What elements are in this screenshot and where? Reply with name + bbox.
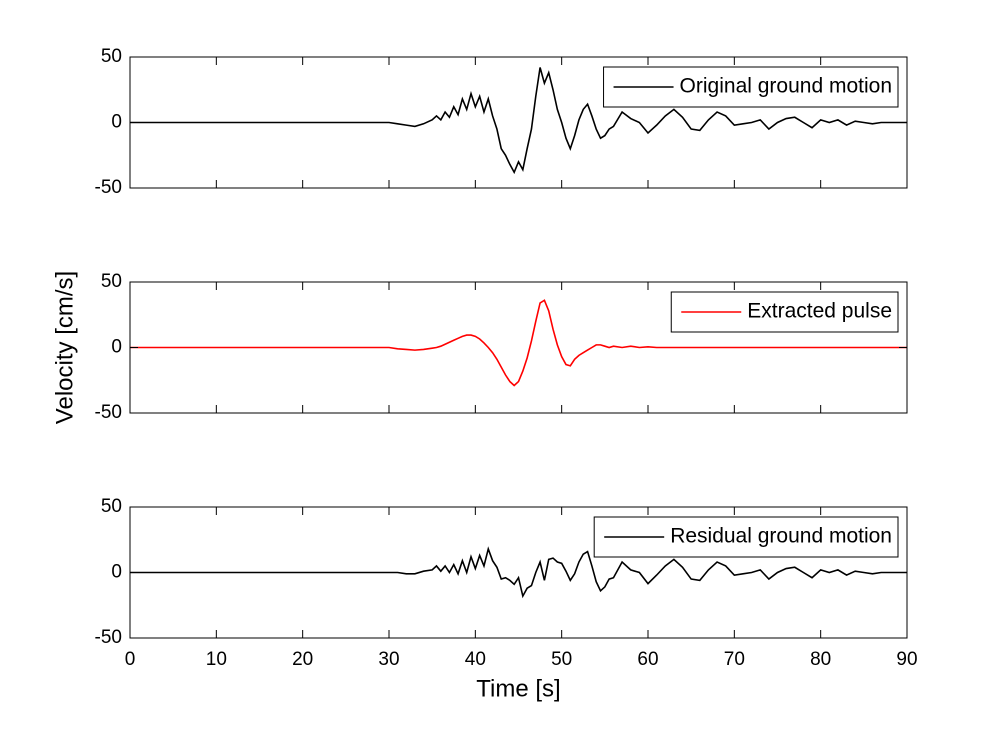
legend: Residual ground motion [593,516,899,558]
data-line [130,299,907,387]
x-tick-label: 10 [206,649,227,670]
legend-label: Original ground motion [680,75,892,98]
x-tick-label: 70 [724,649,745,670]
x-tick-label: 0 [125,649,136,670]
x-tick-label: 40 [465,649,486,670]
data-line [130,546,907,599]
y-tick-label: 50 [101,496,122,517]
x-tick-label: 90 [896,649,917,670]
y-tick-label: -50 [95,402,122,423]
y-tick-label: 0 [111,337,122,358]
y-axis-label: Velocity [cm/s] [51,271,78,424]
axes-frame [129,281,908,414]
y-tick-label: 0 [111,562,122,583]
y-tick-label: 50 [101,271,122,292]
x-tick-label: 30 [378,649,399,670]
legend-label: Extracted pulse [747,300,892,323]
legend: Extracted pulse [670,291,899,333]
x-axis-label: Time [s] [476,675,560,702]
data-line [130,67,907,175]
y-tick-label: -50 [95,627,122,648]
axes-frame [129,56,908,189]
axes-frame [129,506,908,639]
x-tick-label: 60 [637,649,658,670]
legend-label: Residual ground motion [670,525,892,548]
legend: Original ground motion [603,66,899,108]
x-tick-label: 20 [292,649,313,670]
y-tick-label: 50 [101,46,122,67]
y-tick-label: 0 [111,112,122,133]
x-tick-label: 80 [810,649,831,670]
x-tick-label: 50 [551,649,572,670]
y-tick-label: -50 [95,177,122,198]
